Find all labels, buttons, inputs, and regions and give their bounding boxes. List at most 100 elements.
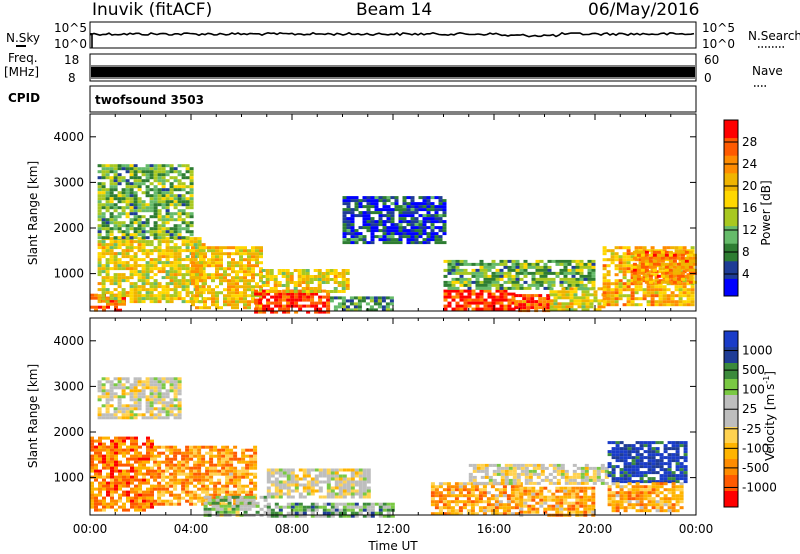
echo-cell-1 [137, 401, 142, 405]
echo-cell-4 [334, 480, 339, 484]
echo-cell-2 [157, 487, 162, 491]
echo-cell-4 [262, 307, 267, 311]
echo-cell-7 [390, 217, 395, 221]
echo-cell-2 [137, 200, 142, 204]
echo-cell-4 [366, 492, 371, 496]
echo-cell-0 [130, 469, 134, 473]
echo-cell-4 [366, 471, 371, 475]
echo-cell-1 [113, 279, 118, 283]
echo-cell-2 [157, 230, 162, 234]
echo-cell-0 [90, 454, 94, 458]
echo-cell-4 [338, 468, 343, 472]
echo-cell-4 [266, 471, 271, 475]
echo-cell-1 [193, 255, 198, 259]
echo-cell-9 [547, 265, 552, 269]
echo-cell-8 [507, 304, 512, 308]
echo-cell-7 [418, 214, 423, 218]
echo-cell-0 [98, 475, 102, 479]
echo-cell-9 [571, 259, 576, 263]
echo-cell-5 [269, 278, 274, 281]
echo-cell-9 [447, 262, 452, 266]
echo-cell-2 [189, 233, 194, 237]
echo-cell-12 [642, 249, 647, 253]
echo-cell-4 [278, 483, 283, 487]
echo-cell-0 [102, 454, 106, 458]
echo-cell-10 [542, 300, 547, 304]
echo-cell-4 [350, 495, 355, 499]
echo-cell-6 [430, 494, 435, 498]
echo-cell-7 [398, 208, 403, 212]
echo-cell-1 [101, 395, 106, 399]
echo-cell-2 [97, 185, 102, 189]
echo-cell-2 [125, 167, 130, 171]
echo-cell-2 [221, 454, 226, 458]
echo-cell-3 [243, 282, 247, 286]
echo-cell-13 [648, 253, 653, 257]
echo-cell-2 [137, 179, 142, 183]
echo-cell-7 [382, 238, 387, 242]
echo-cell-1 [137, 264, 142, 268]
echo-cell-9 [511, 268, 516, 272]
echo-cell-7 [414, 235, 419, 239]
echo-cell-6 [454, 503, 459, 507]
echo-cell-9 [611, 441, 616, 445]
echo-cell-1 [125, 404, 130, 408]
echo-cell-3 [219, 279, 223, 283]
echo-cell-6 [466, 509, 471, 513]
echo-cell-13 [672, 268, 677, 272]
echo-cell-12 [666, 288, 671, 292]
echo-cell-0 [142, 490, 146, 494]
echo-cell-6 [498, 503, 503, 507]
echo-cell-8 [559, 486, 564, 490]
echo-cell-6 [514, 512, 519, 516]
echo-cell-8 [527, 507, 532, 511]
echo-cell-2 [141, 230, 146, 234]
echo-cell-2 [217, 472, 222, 476]
echo-cell-2 [137, 218, 142, 222]
echo-cell-3 [219, 255, 223, 259]
echo-cell-8 [539, 498, 544, 502]
echo-cell-5 [325, 269, 330, 272]
echo-cell-1 [125, 276, 130, 280]
echo-cell-1 [189, 240, 194, 244]
echo-cell-9 [571, 268, 576, 272]
echo-cell-1 [169, 252, 174, 256]
echo-cell-1 [173, 246, 178, 250]
echo-cell-2 [185, 460, 190, 464]
echo-cell-9 [495, 277, 500, 281]
echo-cell-2 [173, 457, 178, 461]
echo-cell-4 [270, 492, 275, 496]
echo-cell-12 [610, 291, 615, 295]
echo-cell-9 [539, 259, 544, 263]
echo-cell-2 [197, 445, 202, 449]
echo-cell-5 [338, 508, 343, 512]
echo-cell-8 [451, 307, 456, 311]
echo-cell-1 [105, 416, 110, 420]
echo-cell-2 [185, 215, 190, 219]
echo-cell-8 [479, 298, 484, 302]
echo-cell-2 [101, 221, 106, 225]
echo-cell-11 [553, 302, 558, 306]
echo-cell-1 [177, 386, 182, 390]
echo-cell-6 [442, 512, 447, 516]
echo-cell-1 [189, 243, 194, 247]
echo-cell-7 [604, 466, 609, 470]
echo-cell-2 [145, 179, 150, 183]
echo-cell-0 [150, 487, 154, 491]
echo-cell-2 [173, 448, 178, 452]
echo-cell-3 [227, 300, 231, 304]
echo-cell-1 [117, 264, 122, 268]
echo-cell-7 [604, 469, 609, 473]
echo-cell-12 [602, 282, 607, 286]
echo-cell-0 [98, 442, 102, 446]
echo-cell-1 [157, 243, 162, 247]
echo-cell-11 [569, 293, 574, 297]
echo-cell-1 [173, 416, 178, 420]
echo-cell-2 [101, 185, 106, 189]
echo-cell-0 [150, 472, 154, 476]
echo-cell-7 [402, 220, 407, 224]
echo-cell-4 [362, 489, 367, 493]
echo-cell-1 [137, 285, 142, 289]
echo-cell-3 [207, 258, 211, 262]
echo-cell-13 [644, 256, 649, 260]
